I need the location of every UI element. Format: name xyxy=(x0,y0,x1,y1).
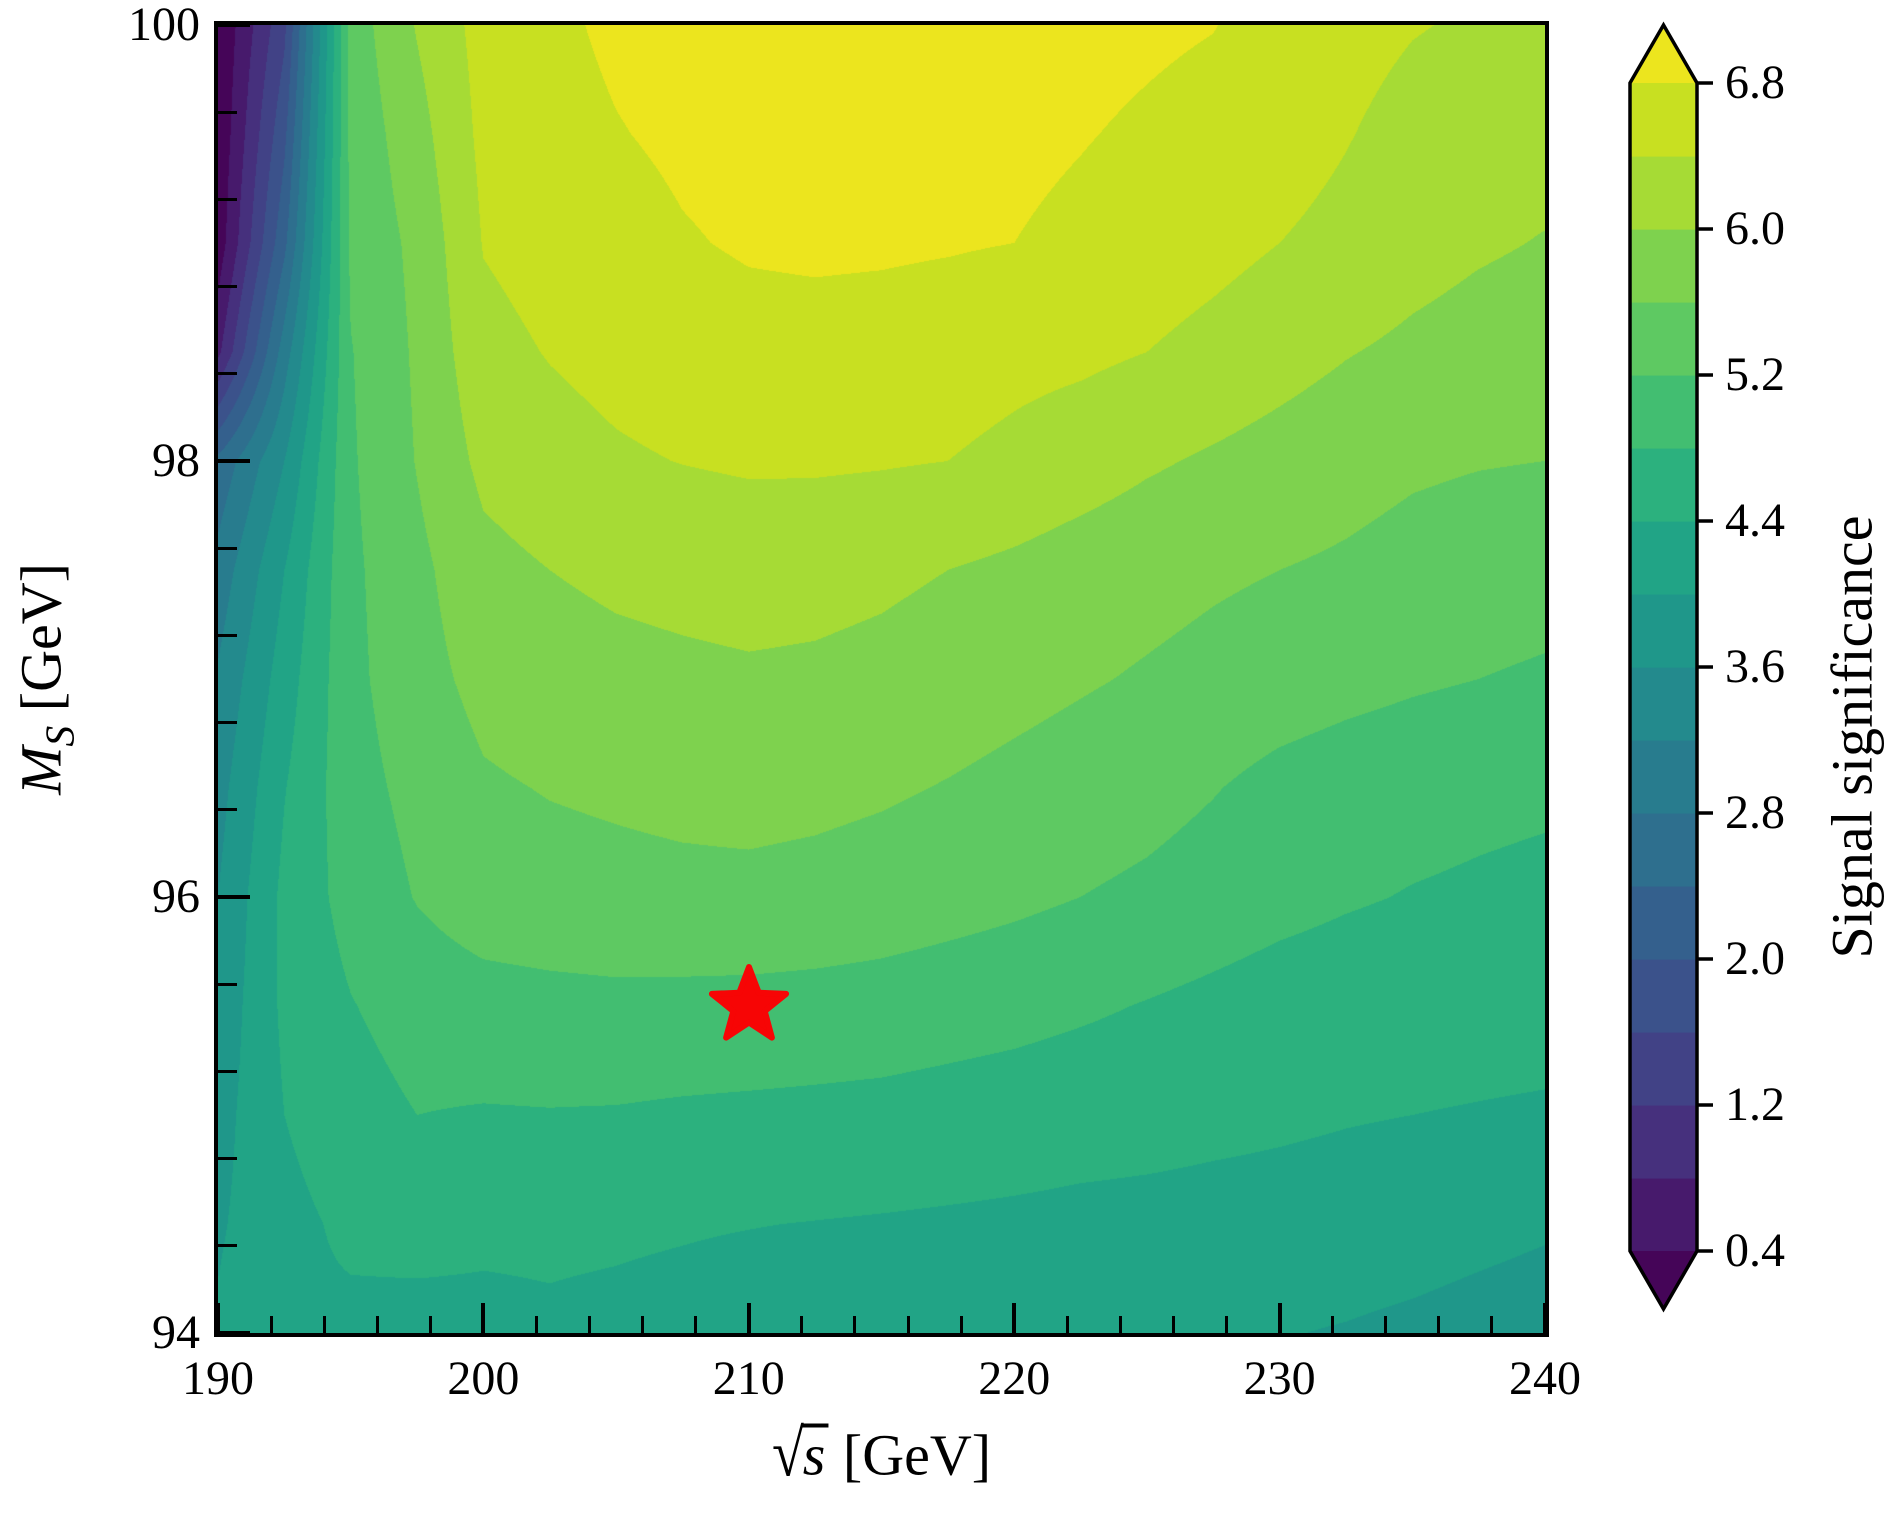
y-tick-label: 94 xyxy=(152,1306,200,1359)
x-minor-tick xyxy=(800,1316,804,1333)
colorbar-tick-label: 4.4 xyxy=(1725,494,1785,547)
x-tick-label: 190 xyxy=(182,1352,254,1405)
colorbar xyxy=(1628,21,1713,1313)
contour-heatmap-canvas xyxy=(218,25,1545,1333)
colorbar-tick-label: 3.6 xyxy=(1725,640,1785,693)
benchmark-star-marker xyxy=(708,964,789,1041)
x-minor-tick xyxy=(269,1316,273,1333)
colorbar-tick-label: 2.8 xyxy=(1725,786,1785,839)
x-minor-tick xyxy=(588,1316,592,1333)
x-minor-tick xyxy=(853,1316,857,1333)
y-minor-tick xyxy=(218,982,237,986)
x-axis-title: √s [GeV] xyxy=(772,1416,992,1491)
x-minor-tick xyxy=(641,1316,645,1333)
y-major-tick xyxy=(218,23,250,27)
x-minor-tick xyxy=(428,1316,432,1333)
x-minor-tick xyxy=(1384,1316,1388,1333)
y-tick-label: 98 xyxy=(152,434,200,487)
colorbar-tick-label: 0.4 xyxy=(1725,1224,1785,1277)
sqrt-radical: √ xyxy=(771,1415,804,1491)
x-minor-tick xyxy=(322,1316,326,1333)
y-minor-tick xyxy=(218,1157,237,1161)
y-minor-tick xyxy=(218,372,237,376)
x-tick-label: 200 xyxy=(447,1352,520,1405)
x-axis-unit: [GeV] xyxy=(842,1422,992,1488)
y-axis-unit: [GeV] xyxy=(8,563,74,712)
x-major-tick xyxy=(1543,1303,1547,1333)
x-minor-tick xyxy=(906,1316,910,1333)
x-axis-variable: s xyxy=(802,1422,826,1488)
x-minor-tick xyxy=(534,1316,538,1333)
x-minor-tick xyxy=(1118,1316,1122,1333)
x-tick-label: 220 xyxy=(978,1352,1051,1405)
y-minor-tick xyxy=(218,285,237,289)
x-minor-tick xyxy=(694,1316,698,1333)
colorbar-tick-label: 2.0 xyxy=(1725,932,1785,985)
x-tick-label: 240 xyxy=(1509,1352,1581,1405)
colorbar-tick-label: 1.2 xyxy=(1725,1078,1785,1131)
y-minor-tick xyxy=(218,633,237,637)
y-axis-subscript: S xyxy=(37,725,84,747)
x-minor-tick xyxy=(959,1316,963,1333)
colorbar-title: Signal significance xyxy=(1819,515,1885,959)
y-minor-tick xyxy=(218,110,237,114)
y-minor-tick xyxy=(218,808,237,812)
x-minor-tick xyxy=(1225,1316,1229,1333)
y-major-tick xyxy=(218,459,250,463)
y-minor-tick xyxy=(218,197,237,201)
y-tick-label: 100 xyxy=(128,0,200,51)
y-major-tick xyxy=(218,895,250,899)
y-major-tick xyxy=(218,1331,250,1335)
x-tick-label: 230 xyxy=(1243,1352,1316,1405)
x-minor-tick xyxy=(1437,1316,1441,1333)
x-major-tick xyxy=(1012,1303,1017,1333)
colorbar-tick-label: 6.0 xyxy=(1725,202,1785,255)
x-major-tick xyxy=(481,1303,486,1333)
x-minor-tick xyxy=(1490,1316,1494,1333)
y-axis-variable: M xyxy=(8,746,74,795)
x-tick-label: 210 xyxy=(712,1352,785,1405)
y-tick-label: 96 xyxy=(152,870,200,923)
colorbar-tick-label: 6.8 xyxy=(1725,56,1785,109)
x-major-tick xyxy=(1277,1303,1282,1333)
y-minor-tick xyxy=(218,1069,237,1073)
x-major-tick xyxy=(746,1303,751,1333)
colorbar-tick-label: 5.2 xyxy=(1725,348,1785,401)
y-axis-title: MS [GeV] xyxy=(8,563,85,795)
y-minor-tick xyxy=(218,721,237,725)
x-minor-tick xyxy=(375,1316,379,1333)
x-minor-tick xyxy=(1065,1316,1069,1333)
x-major-tick xyxy=(216,1303,220,1333)
y-minor-tick xyxy=(218,546,237,550)
x-minor-tick xyxy=(1171,1316,1175,1333)
y-minor-tick xyxy=(218,1244,237,1248)
x-minor-tick xyxy=(1331,1316,1335,1333)
